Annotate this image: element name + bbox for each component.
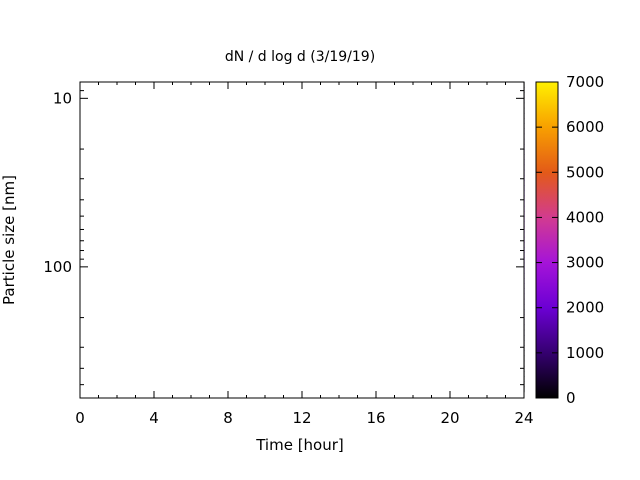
chart-title: dN / d log d (3/19/19) <box>225 49 375 65</box>
